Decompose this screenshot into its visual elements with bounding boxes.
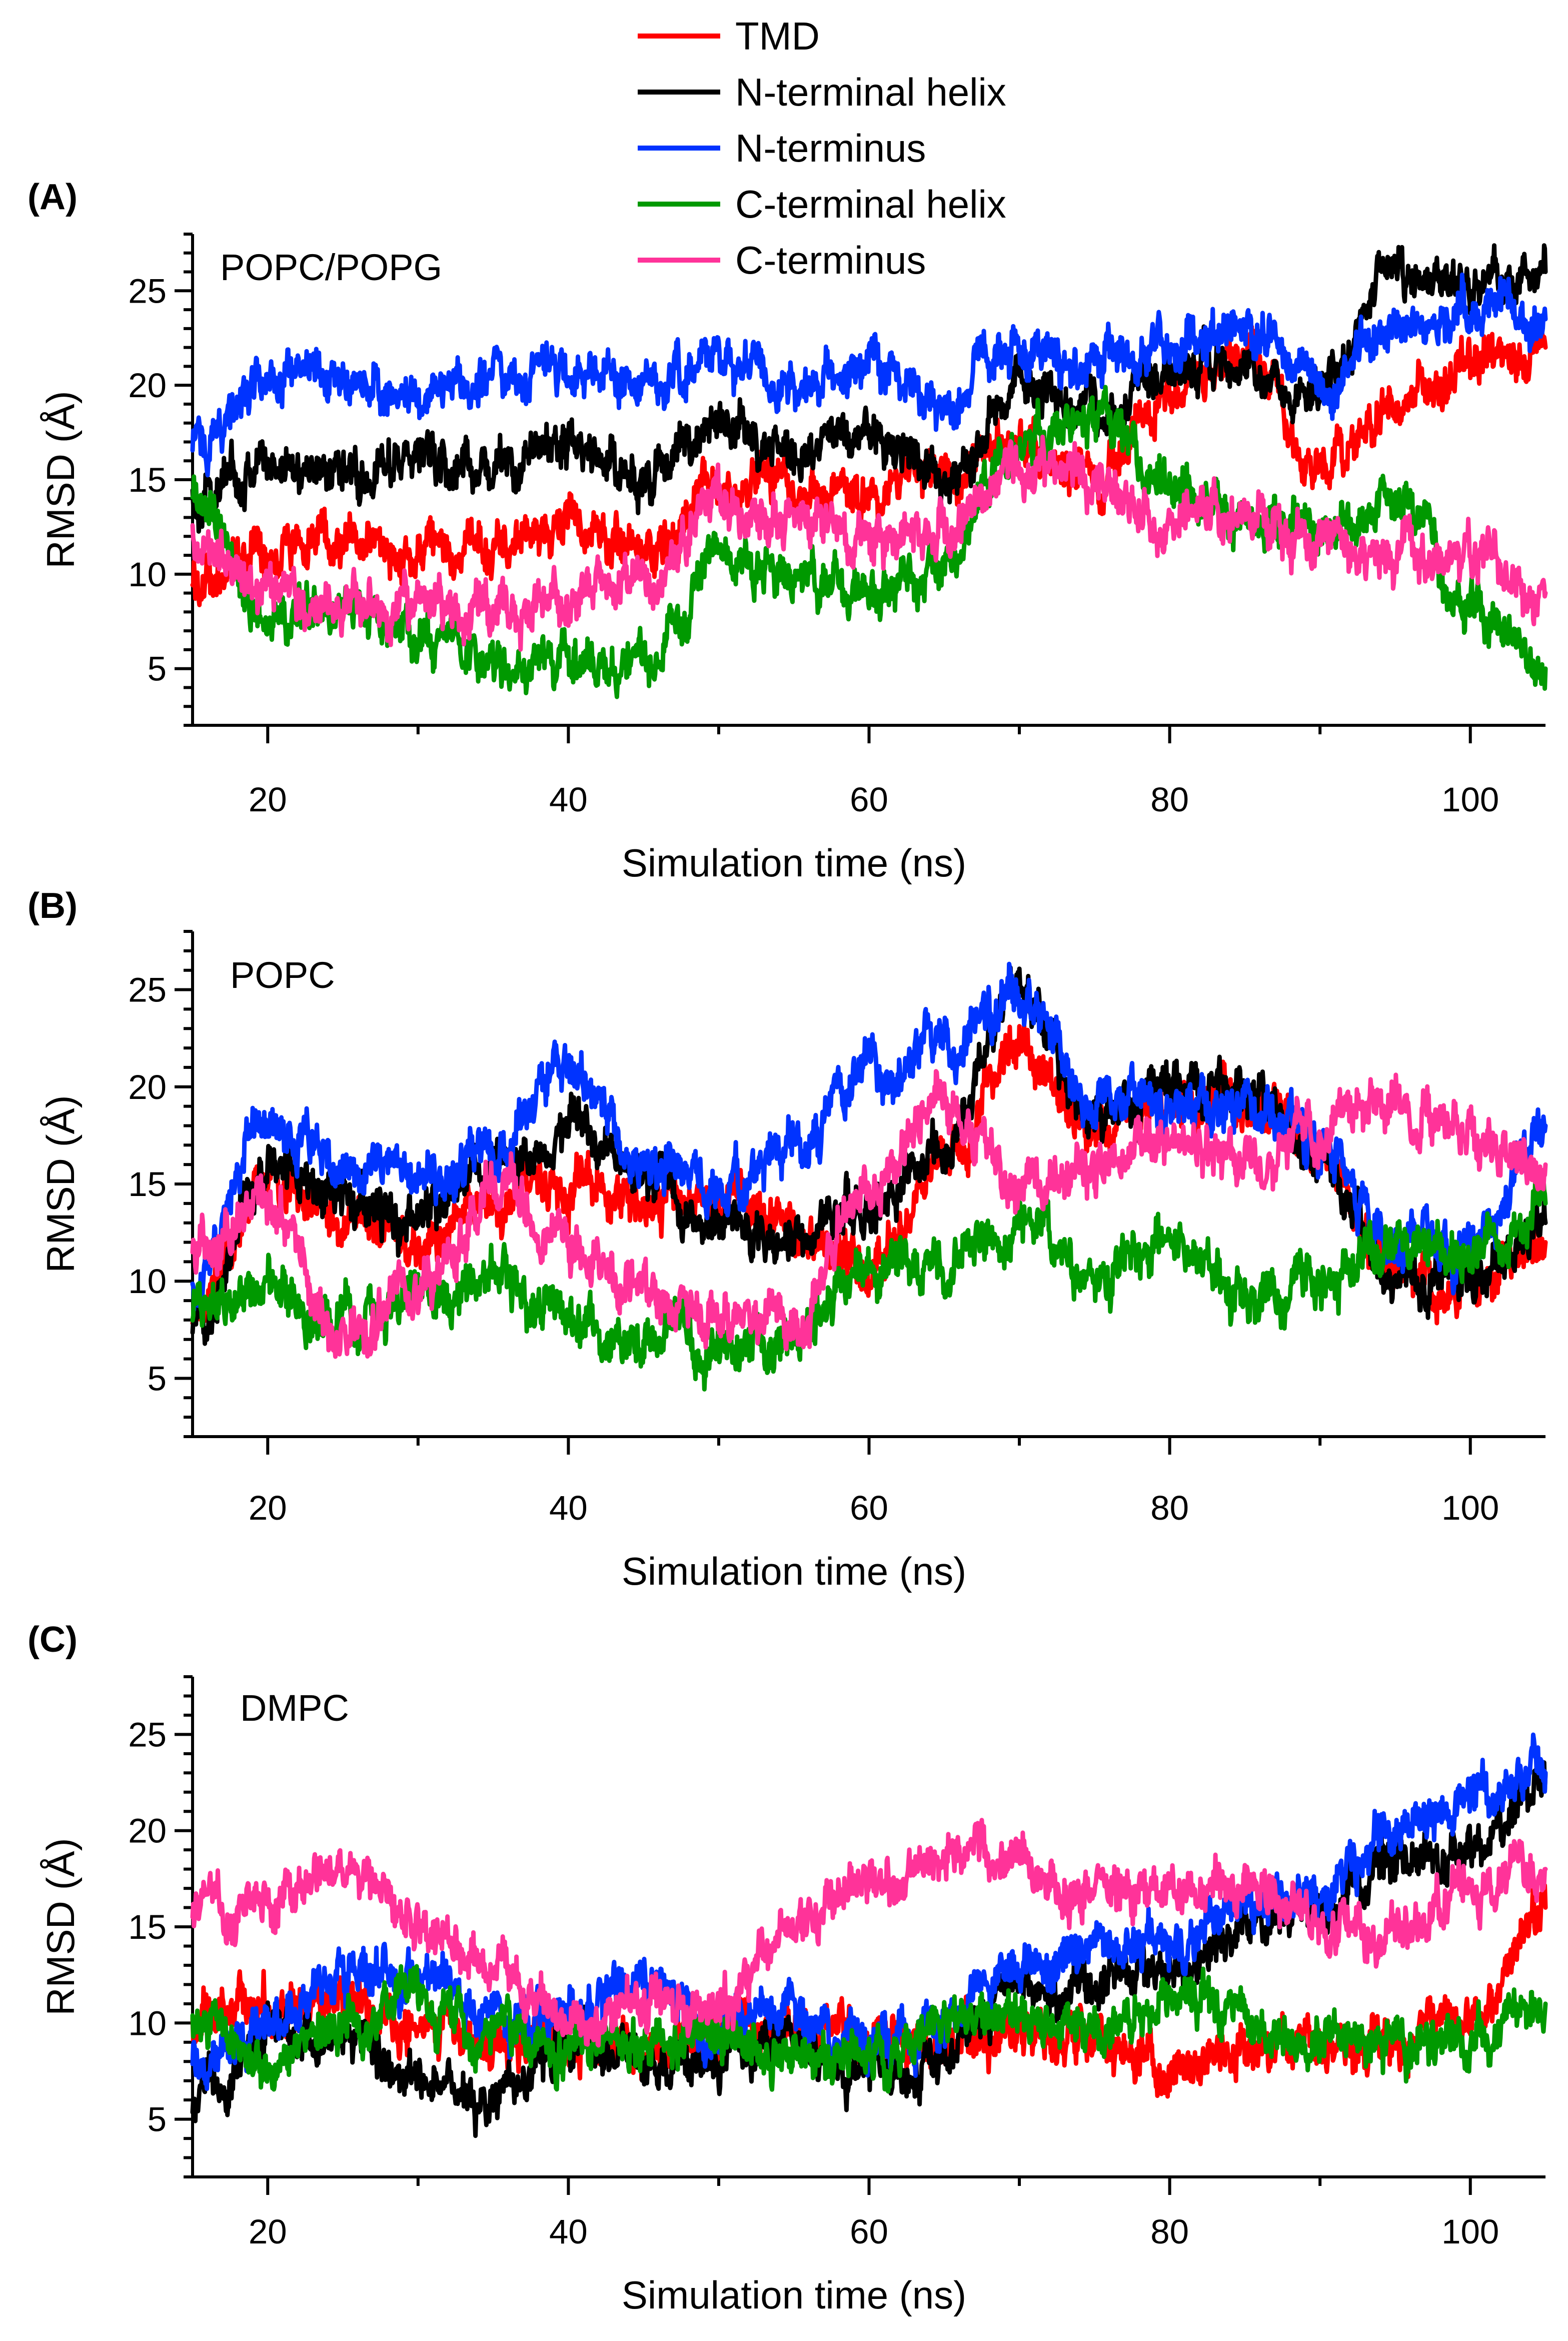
y-tick-label: 5 — [148, 650, 167, 688]
y-axis-title: RMSD (Å) — [39, 1838, 83, 2015]
series-line-n-terminal-helix — [190, 243, 1548, 534]
y-axis-title: RMSD (Å) — [39, 1095, 83, 1273]
x-tick-label: 60 — [850, 1489, 888, 1527]
x-tick-label: 100 — [1441, 780, 1499, 819]
legend-item: N-terminal helix — [638, 70, 1006, 114]
x-tick-label: 60 — [850, 780, 888, 819]
legend-item: C-terminus — [638, 238, 926, 282]
series-line-c-terminus — [190, 1069, 1548, 1359]
system-label: POPC — [230, 954, 335, 996]
y-tick-label: 25 — [128, 272, 167, 310]
y-tick-label: 25 — [128, 971, 167, 1009]
chart-panel: (A) POPC/POPG 5 10 15 20 25 20 40 60 80 100 Simulati… — [28, 177, 1548, 885]
system-label: POPC/POPG — [220, 247, 442, 288]
series-line-tmd — [190, 315, 1548, 607]
legend-label: N-terminal helix — [735, 70, 1006, 114]
chart-panel: (C) DMPC 5 10 15 20 25 20 40 60 80 100 Simulation ti… — [28, 1620, 1548, 2317]
panel-label: (A) — [28, 177, 78, 217]
y-tick-label: 20 — [128, 366, 167, 405]
x-tick-label: 20 — [249, 1489, 287, 1527]
x-axis-title: Simulation time (ns) — [622, 2273, 966, 2317]
x-tick-label: 80 — [1150, 1489, 1189, 1527]
series-line-n-terminus — [190, 272, 1548, 478]
series-group — [190, 961, 1548, 1392]
x-tick-label: 80 — [1150, 780, 1189, 819]
series-line-n-terminal-helix — [190, 1760, 1548, 2138]
y-tick-label: 20 — [128, 1068, 167, 1106]
y-tick-label: 5 — [148, 2100, 167, 2139]
y-tick-label: 10 — [128, 1262, 167, 1301]
y-tick-label: 10 — [128, 2004, 167, 2042]
chart-panel: (B) POPC 5 10 15 20 25 20 40 60 80 100 Simulation ti… — [28, 886, 1548, 1593]
legend-label: N-terminus — [735, 126, 926, 170]
x-tick-label: 80 — [1150, 2212, 1189, 2251]
x-axis-title: Simulation time (ns) — [622, 1549, 966, 1593]
panel-label: (C) — [28, 1620, 78, 1660]
panels: (A) POPC/POPG 5 10 15 20 25 20 40 60 80 100 Simulati… — [28, 177, 1548, 2317]
legend-label: C-terminus — [735, 238, 926, 282]
panel-label: (B) — [28, 886, 78, 926]
x-tick-label: 40 — [549, 780, 588, 819]
x-tick-label: 40 — [549, 1489, 588, 1527]
series-group — [190, 243, 1548, 699]
y-tick-label: 25 — [128, 1715, 167, 1754]
legend-label: C-terminal helix — [735, 182, 1006, 226]
x-tick-label: 20 — [249, 2212, 287, 2251]
y-tick-label: 20 — [128, 1812, 167, 1850]
system-label: DMPC — [240, 1687, 349, 1729]
y-tick-label: 10 — [128, 555, 167, 594]
x-tick-label: 20 — [249, 780, 287, 819]
series-line-c-terminus — [190, 434, 1548, 652]
x-tick-label: 100 — [1441, 2212, 1499, 2251]
y-tick-label: 15 — [128, 1908, 167, 1946]
legend: TMD N-terminal helix N-terminus C-terminal … — [638, 14, 1006, 282]
series-group — [190, 1732, 1548, 2138]
series-line-c-terminal-helix — [190, 1175, 1548, 1392]
series-line-c-terminal-helix — [190, 1964, 1548, 2094]
x-tick-label: 40 — [549, 2212, 588, 2251]
x-axis-title: Simulation time (ns) — [622, 841, 966, 885]
y-tick-label: 15 — [128, 461, 167, 499]
y-tick-label: 5 — [148, 1359, 167, 1398]
legend-item: TMD — [638, 14, 820, 58]
legend-item: C-terminal helix — [638, 182, 1006, 226]
legend-item: N-terminus — [638, 126, 926, 170]
y-tick-label: 15 — [128, 1165, 167, 1204]
y-axis-title: RMSD (Å) — [39, 391, 83, 568]
x-tick-label: 100 — [1441, 1489, 1499, 1527]
x-tick-label: 60 — [850, 2212, 888, 2251]
legend-label: TMD — [735, 14, 820, 58]
series-line-c-terminus — [190, 1818, 1548, 2048]
